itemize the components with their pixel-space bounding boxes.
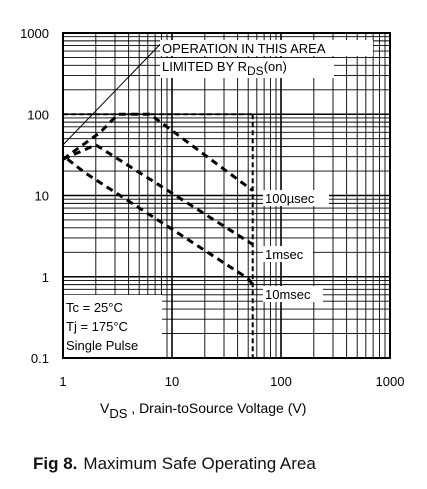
x-axis-label: VDS , Drain-toSource Voltage (V) [100, 400, 306, 421]
tick-labels: 1 10 100 1000 0.1 1 10 100 1000 [20, 26, 404, 389]
grid-lines [63, 33, 390, 358]
series-label-1msec: 1msec [265, 247, 304, 262]
limit-note-line1: OPERATION IN THIS AREA [162, 41, 326, 56]
series-line-2 [66, 158, 254, 286]
x-tick-label: 1 [59, 374, 66, 389]
series-line-0 [62, 112, 254, 192]
limit-note-line2: LIMITED BY RDS(on) [162, 59, 287, 78]
series-lines [62, 112, 254, 286]
figure-number: Fig 8. [33, 454, 78, 473]
x-tick-label: 100 [270, 374, 292, 389]
figure-caption: Fig 8. Maximum Safe Operating Area [33, 454, 316, 474]
y-tick-label: 1 [42, 270, 49, 285]
plot-frame [62, 32, 391, 359]
y-tick-label: 100 [27, 107, 49, 122]
condition-tc: Tc = 25°C [66, 300, 123, 315]
condition-pulse: Single Pulse [66, 338, 138, 353]
conditions-box: Tc = 25°C Tj = 175°C Single Pulse [64, 295, 162, 357]
limit-note: OPERATION IN THIS AREA LIMITED BY RDS(on… [160, 40, 373, 78]
rds-on-limit-line [62, 39, 165, 146]
series-label-10msec: 10msec [265, 287, 311, 302]
series-labels: 100µsec 1msec 10msec [263, 190, 329, 302]
series-line-1 [62, 143, 254, 246]
figure-title: Maximum Safe Operating Area [83, 454, 316, 473]
limit-lines [62, 39, 254, 358]
y-tick-label: 1000 [20, 26, 49, 41]
condition-tj: Tj = 175°C [66, 319, 128, 334]
y-tick-label: 10 [35, 189, 49, 204]
x-tick-label: 10 [165, 374, 179, 389]
y-tick-label: 0.1 [31, 351, 49, 366]
series-label-100usec: 100µsec [265, 191, 315, 206]
soa-chart: 1 10 100 1000 0.1 1 10 100 1000 OPERATION IN THI… [20, 26, 404, 421]
x-tick-label: 1000 [376, 374, 405, 389]
